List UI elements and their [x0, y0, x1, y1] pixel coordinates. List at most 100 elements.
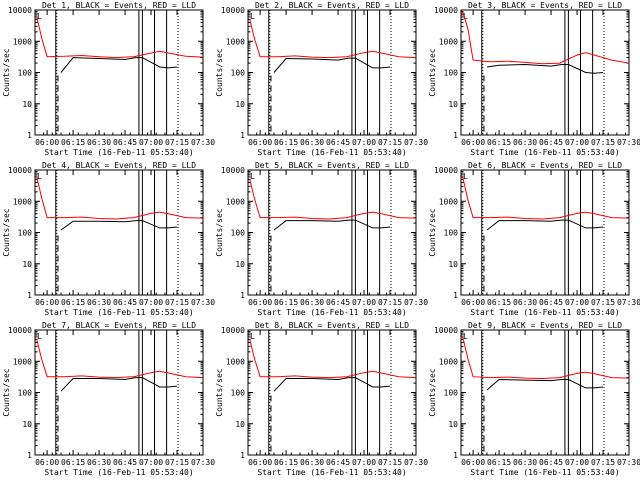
series-line [486, 378, 604, 391]
x-tick-label: 07:15 [591, 298, 615, 307]
y-tick-label: 10000 [434, 6, 458, 15]
y-tick-label: 10 [235, 420, 245, 429]
x-tick-label: 07:00 [565, 138, 589, 147]
x-tick-label: 06:00 [248, 298, 272, 307]
y-tick-label: 10 [235, 260, 245, 269]
y-tick-label: 1 [453, 291, 458, 300]
y-tick-label: 1000 [439, 357, 458, 366]
y-tick-label: 1000 [226, 357, 245, 366]
y-tick-label: 10000 [434, 166, 458, 175]
legend-marker: L [250, 332, 255, 341]
y-tick-label: 10000 [221, 326, 245, 335]
x-tick-label: 06:45 [539, 138, 563, 147]
series-line [60, 377, 178, 392]
x-tick-label: 07:15 [591, 458, 615, 467]
chart-panel: Det 2, BLACK = Events, RED = LLD 1 10 100 10… [215, 1, 428, 157]
y-tick-label: 1000 [226, 37, 245, 46]
chart-panel: Det 3, BLACK = Events, RED = LLD 1 10 100 10… [428, 1, 640, 157]
x-axis-label: Start Time (16-Feb-11 05:53:40) [257, 308, 406, 317]
series-line [60, 57, 178, 73]
chart-panel: Det 8, BLACK = Events, RED = LLD 1 10 100 10… [215, 321, 428, 477]
y-axis-label: Counts/sec [2, 208, 11, 256]
legend-marker: L [463, 332, 468, 341]
x-tick-label: 07:00 [139, 138, 163, 147]
series-line [273, 377, 391, 392]
x-tick-label: 07:30 [191, 138, 215, 147]
y-tick-label: 10000 [8, 326, 32, 335]
x-tick-label: 07:30 [617, 298, 640, 307]
x-tick-label: 06:15 [274, 138, 298, 147]
x-tick-label: 06:15 [274, 298, 298, 307]
chart-title: Det 2, BLACK = Events, RED = LLD [255, 1, 409, 10]
y-axis-label: Counts/sec [2, 48, 11, 96]
y-tick-label: 1000 [439, 197, 458, 206]
x-tick-label: 06:30 [87, 138, 111, 147]
x-tick-label: 07:00 [565, 298, 589, 307]
x-tick-label: 07:00 [352, 138, 376, 147]
legend-marker: L [37, 332, 42, 341]
y-axis-label: Counts/sec [428, 368, 437, 416]
y-tick-label: 10000 [221, 166, 245, 175]
x-tick-label: 06:15 [61, 298, 85, 307]
y-tick-label: 10000 [221, 6, 245, 15]
x-tick-label: 06:30 [300, 298, 324, 307]
x-tick-label: 06:45 [326, 298, 350, 307]
x-axis-label: Start Time (16-Feb-11 05:53:40) [470, 468, 619, 477]
series-line [462, 176, 630, 220]
chart-title: Det 1, BLACK = Events, RED = LLD [42, 1, 196, 10]
x-tick-label: 06:00 [35, 138, 59, 147]
y-tick-label: 1 [27, 291, 32, 300]
y-axis-label: Counts/sec [2, 368, 11, 416]
y-tick-label: 100 [231, 229, 246, 238]
x-tick-label: 07:30 [404, 138, 428, 147]
y-tick-label: 1 [240, 291, 245, 300]
chart-title: Det 6, BLACK = Events, RED = LLD [468, 161, 622, 170]
x-tick-label: 06:45 [326, 458, 350, 467]
x-tick-label: 07:15 [165, 138, 189, 147]
x-tick-label: 06:30 [513, 138, 537, 147]
y-tick-label: 100 [18, 229, 33, 238]
y-tick-label: 1000 [226, 197, 245, 206]
x-tick-label: 07:30 [617, 138, 640, 147]
x-tick-label: 06:30 [300, 458, 324, 467]
x-tick-label: 06:00 [461, 458, 485, 467]
x-tick-label: 07:30 [404, 458, 428, 467]
x-tick-label: 06:15 [274, 458, 298, 467]
y-tick-label: 10 [448, 100, 458, 109]
y-tick-label: 1 [240, 451, 245, 460]
series-line [36, 176, 204, 220]
y-axis-label: Counts/sec [215, 48, 224, 96]
x-tick-label: 06:45 [113, 298, 137, 307]
legend-marker: L [250, 172, 255, 181]
x-axis-label: Start Time (16-Feb-11 05:53:40) [257, 468, 406, 477]
x-tick-label: 07:30 [404, 298, 428, 307]
y-axis-label: Counts/sec [428, 208, 437, 256]
y-tick-label: 1 [453, 131, 458, 140]
y-tick-label: 10 [22, 100, 32, 109]
x-tick-label: 06:00 [35, 298, 59, 307]
x-tick-label: 06:30 [513, 458, 537, 467]
y-tick-label: 100 [18, 69, 33, 78]
x-tick-label: 06:00 [461, 298, 485, 307]
series-line [486, 219, 604, 231]
series-line [249, 339, 417, 379]
x-tick-label: 07:15 [378, 458, 402, 467]
x-tick-label: 07:30 [191, 298, 215, 307]
x-tick-label: 06:15 [61, 138, 85, 147]
legend-marker: L [37, 12, 42, 21]
y-axis-label: Counts/sec [428, 48, 437, 96]
x-tick-label: 06:15 [61, 458, 85, 467]
y-tick-label: 10 [448, 420, 458, 429]
chart-panel: Det 7, BLACK = Events, RED = LLD 1 10 100 10… [2, 321, 215, 477]
x-tick-label: 06:45 [113, 458, 137, 467]
series-line [273, 57, 391, 73]
x-tick-label: 06:30 [87, 298, 111, 307]
y-tick-label: 10000 [434, 326, 458, 335]
series-line [249, 179, 417, 220]
y-tick-label: 1 [453, 451, 458, 460]
x-tick-label: 06:00 [35, 458, 59, 467]
chart-title: Det 9, BLACK = Events, RED = LLD [468, 321, 622, 330]
x-tick-label: 06:45 [539, 458, 563, 467]
series-line [273, 219, 391, 231]
series-line [462, 336, 630, 380]
